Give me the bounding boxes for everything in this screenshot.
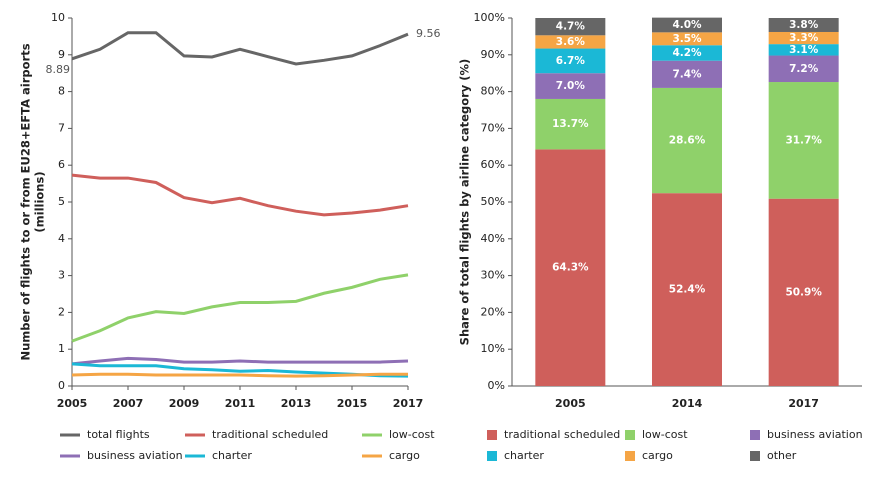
- bar-segment: [652, 60, 722, 88]
- data-label: 31.7%: [785, 134, 822, 146]
- y-axis-title: Number of flights to or from EU28+EFTA a…: [19, 43, 33, 360]
- x-tick-label: 2015: [337, 397, 368, 410]
- bar-segment: [768, 18, 839, 32]
- y-tick-label: 0: [58, 379, 65, 392]
- y-tick-label: 4: [58, 232, 65, 245]
- x-tick-label: 2007: [113, 397, 144, 410]
- data-label: 3.3%: [789, 32, 819, 44]
- y-tick-label: 2: [58, 305, 65, 318]
- data-label: 7.2%: [789, 63, 819, 75]
- line-series: [71, 31, 409, 66]
- bar-segment: [768, 44, 839, 56]
- data-label: 3.1%: [789, 44, 819, 56]
- y-tick-label: 30%: [481, 269, 505, 282]
- y-tick-label: 100%: [474, 11, 505, 24]
- y-tick-label: 7: [58, 121, 65, 134]
- x-tick-label: 2013: [281, 397, 312, 410]
- legend-swatch: [625, 451, 635, 461]
- x-tick-label: 2014: [672, 397, 703, 410]
- data-label: 6.7%: [556, 55, 586, 67]
- legend-label: low-cost: [642, 428, 688, 441]
- bar-segment: [535, 48, 606, 74]
- y-tick-label: 3: [58, 269, 65, 282]
- data-label: 4.2%: [672, 47, 702, 59]
- y-axis-title: Share of total flights by airline catego…: [458, 59, 472, 346]
- bar-segment: [652, 45, 722, 61]
- data-label: 9.56: [416, 27, 441, 40]
- legend-label: cargo: [642, 449, 673, 462]
- y-tick-label: 1: [58, 342, 65, 355]
- bar-segment: [652, 32, 722, 46]
- x-tick-label: 2017: [393, 397, 424, 410]
- data-label: 4.7%: [556, 21, 586, 33]
- bar-segment: [768, 198, 839, 386]
- x-tick-label: 2017: [788, 397, 819, 410]
- data-label: 13.7%: [552, 118, 589, 130]
- line-series: [71, 372, 408, 378]
- legend-label: cargo: [389, 449, 420, 462]
- y-tick-label: 70%: [481, 121, 505, 134]
- y-tick-label: 40%: [481, 232, 505, 245]
- data-label: 7.0%: [556, 80, 586, 92]
- legend-label: traditional scheduled: [504, 428, 620, 441]
- data-label: 64.3%: [552, 262, 589, 274]
- y-axis-title: (millions): [33, 171, 47, 232]
- x-tick-label: 2005: [555, 397, 586, 410]
- x-tick-label: 2009: [169, 397, 200, 410]
- legend-label: other: [767, 449, 797, 462]
- legend-label: business aviation: [767, 428, 863, 441]
- y-tick-label: 6: [58, 158, 65, 171]
- line-series: [71, 173, 409, 217]
- bar-segment: [652, 193, 722, 386]
- legend-label: total flights: [87, 428, 150, 441]
- y-tick-label: 5: [58, 195, 65, 208]
- x-tick-label: 2011: [225, 397, 256, 410]
- legend-label: low-cost: [389, 428, 435, 441]
- bar-segment: [768, 31, 839, 45]
- y-tick-label: 60%: [481, 158, 505, 171]
- bar-segment: [768, 55, 839, 83]
- legend-label: business aviation: [87, 449, 183, 462]
- y-tick-label: 10: [51, 11, 65, 24]
- y-tick-label: 0%: [488, 379, 505, 392]
- y-tick-label: 80%: [481, 85, 505, 98]
- data-label: 7.4%: [672, 68, 702, 80]
- legend-swatch: [750, 451, 760, 461]
- line-series: [71, 356, 409, 366]
- y-tick-label: 50%: [481, 195, 505, 208]
- legend-swatch: [750, 430, 760, 440]
- legend-label: traditional scheduled: [212, 428, 328, 441]
- data-label: 8.89: [46, 63, 71, 76]
- bar-segment: [535, 149, 606, 386]
- line-series: [71, 273, 409, 343]
- data-label: 3.8%: [789, 19, 819, 31]
- bar-segment: [768, 82, 839, 199]
- data-label: 28.6%: [669, 135, 706, 147]
- y-tick-label: 10%: [481, 342, 505, 355]
- data-label: 4.0%: [672, 19, 702, 31]
- data-label: 50.9%: [785, 286, 822, 298]
- data-label: 3.6%: [556, 36, 586, 48]
- y-tick-label: 20%: [481, 305, 505, 318]
- bar-segment: [535, 98, 606, 150]
- y-tick-label: 90%: [481, 48, 505, 61]
- bar-segment: [535, 35, 606, 49]
- y-tick-label: 9: [58, 48, 65, 61]
- bar-segment: [535, 18, 606, 36]
- legend-label: charter: [212, 449, 252, 462]
- data-label: 3.5%: [672, 33, 702, 45]
- bar-segment: [652, 17, 722, 33]
- legend-swatch: [487, 451, 497, 461]
- legend-label: charter: [504, 449, 544, 462]
- x-tick-label: 2005: [57, 397, 88, 410]
- y-tick-label: 8: [58, 85, 65, 98]
- legend-swatch: [487, 430, 497, 440]
- data-label: 52.4%: [669, 284, 706, 296]
- bar-segment: [652, 87, 722, 194]
- bar-segment: [535, 73, 606, 99]
- legend-swatch: [625, 430, 635, 440]
